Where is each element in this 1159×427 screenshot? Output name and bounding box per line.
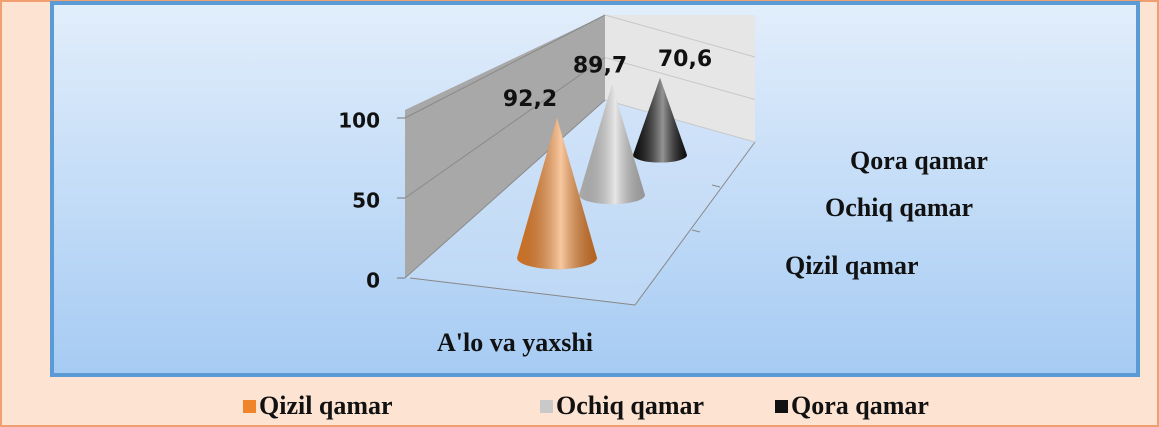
grid-line (604, 57, 756, 100)
x-axis-line (409, 277, 636, 306)
depth-label: Qora qamar (850, 146, 988, 175)
grid-line (604, 99, 756, 143)
cone-shading (633, 78, 687, 163)
y-tick-label: 100 (338, 109, 380, 133)
value-label: 70,6 (658, 47, 712, 72)
cone-shading (517, 117, 597, 270)
depth-label: Qizil qamar (785, 251, 919, 280)
grid-line (404, 99, 606, 279)
legend-swatch (775, 400, 788, 413)
legend-swatch (243, 400, 256, 413)
legend-label: Qora qamar (791, 391, 929, 420)
y-tick-label: 0 (366, 269, 380, 293)
grid-line (604, 14, 756, 58)
legend-label: Ochiq qamar (556, 391, 704, 420)
grid-line (404, 57, 606, 199)
side-wall (405, 15, 605, 278)
legend-swatch (540, 400, 553, 413)
y-tick-label: 50 (352, 189, 380, 213)
depth-label: Ochiq qamar (825, 193, 973, 222)
depth-tick (691, 229, 701, 233)
legend-label: Qizil qamar (259, 391, 393, 420)
value-label: 92,2 (503, 87, 557, 112)
category-label: A'lo va yaxshi (437, 328, 593, 357)
cone-shading (579, 84, 645, 205)
depth-axis-line (634, 141, 756, 306)
grid-line (404, 14, 606, 119)
depth-tick (711, 184, 721, 188)
value-label: 89,7 (573, 54, 627, 79)
